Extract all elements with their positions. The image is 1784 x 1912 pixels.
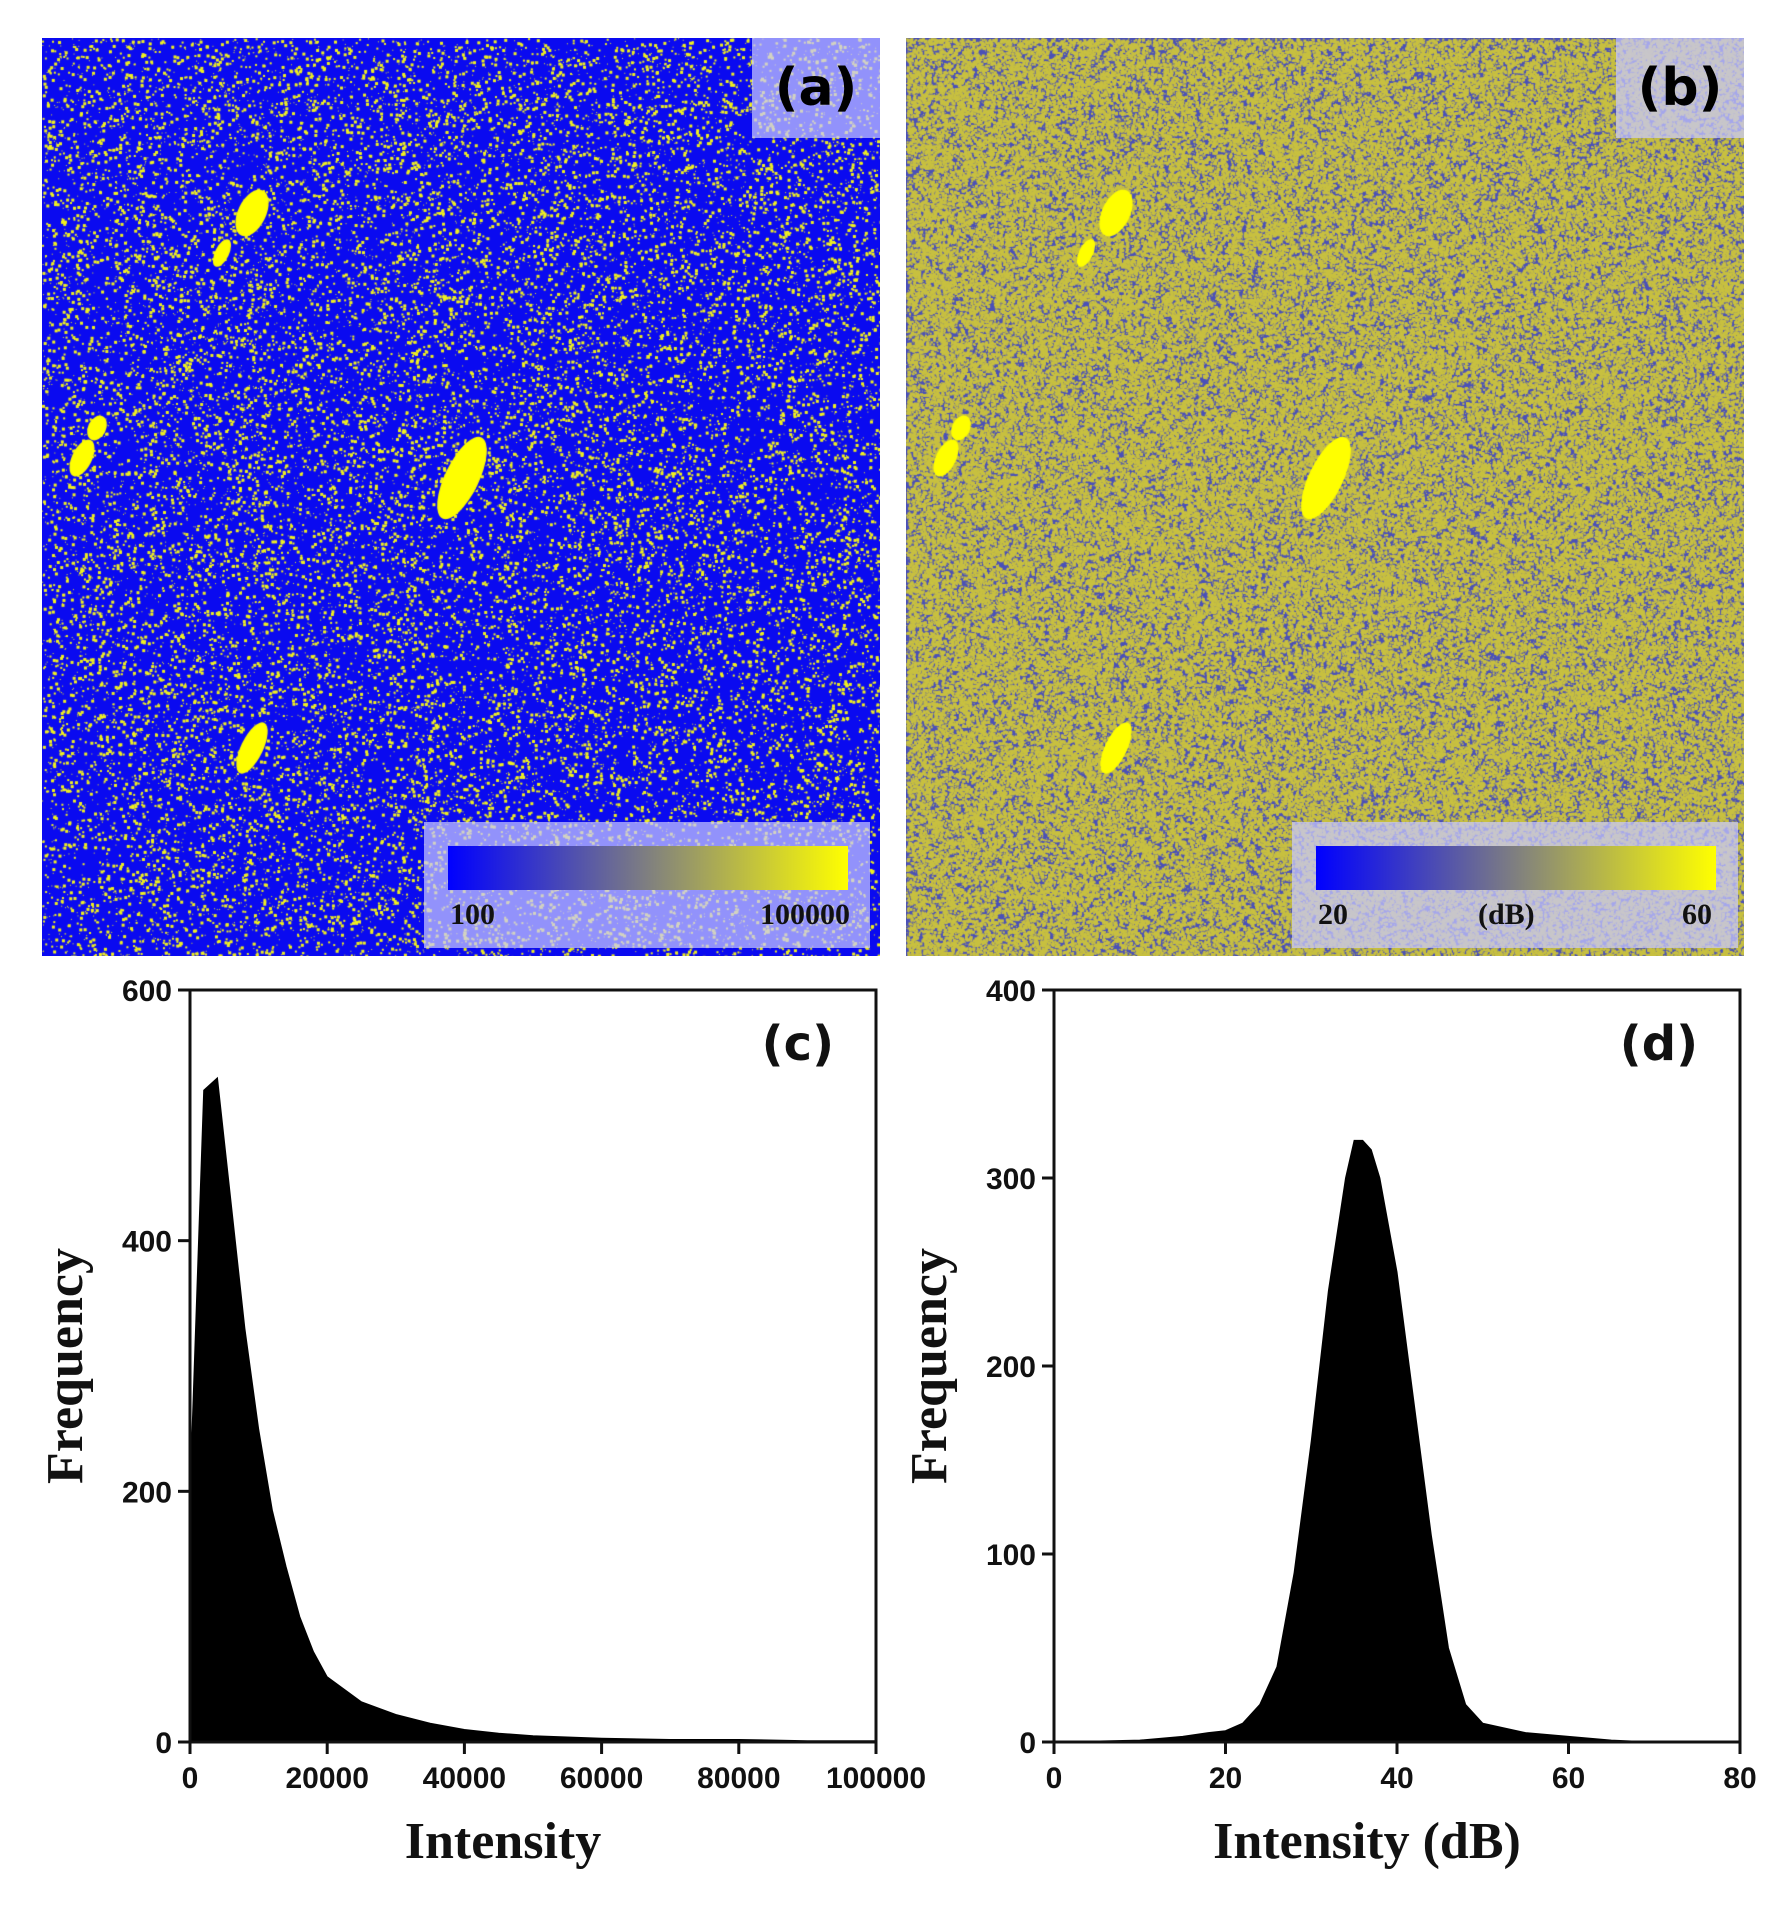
x-axis-title-c: Intensity <box>405 1813 601 1870</box>
colorbar-min-a: 100 <box>450 898 495 931</box>
panel-label-a: (a) <box>752 38 880 138</box>
histogram-area-c <box>189 1076 877 1743</box>
plot-frame-c <box>188 988 878 1744</box>
colorbar-gradient-a <box>448 846 848 890</box>
histogram-area-d <box>1053 1139 1740 1743</box>
y-tick-label-d: 300 <box>986 1163 1036 1196</box>
colorbar-gradient-b <box>1316 846 1716 890</box>
colorbar-max-a: 100000 <box>760 898 850 931</box>
colorbar-b: 20 (dB) 60 <box>1292 822 1738 948</box>
x-tick-label-d: 0 <box>1046 1762 1063 1795</box>
x-tick-label-c: 60000 <box>560 1762 643 1795</box>
x-axis-title-d: Intensity (dB) <box>1213 1813 1521 1870</box>
y-axis-title-d: Frequency <box>901 1248 958 1484</box>
histogram-figures: 0 20000 40000 60000 80000 1000000200400600Int… <box>37 975 1757 1870</box>
x-tick-label-c: 20000 <box>285 1762 368 1795</box>
x-tick-label-d: 60 <box>1552 1762 1585 1795</box>
panel-label-d: (d) <box>1620 1016 1698 1072</box>
colorbar-min-b: 20 <box>1318 898 1348 931</box>
y-tick-label-c: 200 <box>122 1476 172 1509</box>
x-tick-label-d: 40 <box>1380 1762 1413 1795</box>
y-tick-label-d: 400 <box>986 975 1036 1008</box>
y-axis-title-c: Frequency <box>37 1248 94 1484</box>
x-tick-label-c: 80000 <box>697 1762 780 1795</box>
colorbar-a: 100 100000 <box>424 822 870 948</box>
x-tick-label-c: 40000 <box>423 1762 506 1795</box>
x-tick-label-c: 0 <box>182 1762 199 1795</box>
y-tick-label-d: 0 <box>1019 1727 1036 1760</box>
y-tick-label-c: 600 <box>122 975 172 1008</box>
y-tick-label-d: 200 <box>986 1351 1036 1384</box>
colorbar-max-b: 60 <box>1682 898 1712 931</box>
speckle-canvas-a <box>42 38 880 956</box>
x-tick-label-c: 100000 <box>826 1762 926 1795</box>
x-tick-label-d: 80 <box>1723 1762 1756 1795</box>
panel-label-b: (b) <box>1616 38 1744 138</box>
x-tick-label-d: 20 <box>1209 1762 1242 1795</box>
y-tick-label-c: 400 <box>122 1226 172 1259</box>
y-tick-label-d: 100 <box>986 1539 1036 1572</box>
speckle-image-a: (a) 100 100000 <box>42 38 880 956</box>
panel-label-c: (c) <box>762 1016 834 1072</box>
colorbar-unit-b: (dB) <box>1478 898 1535 931</box>
speckle-canvas-b <box>906 38 1744 956</box>
speckle-image-b: (b) 20 (dB) 60 <box>906 38 1744 956</box>
y-tick-label-c: 0 <box>155 1727 172 1760</box>
